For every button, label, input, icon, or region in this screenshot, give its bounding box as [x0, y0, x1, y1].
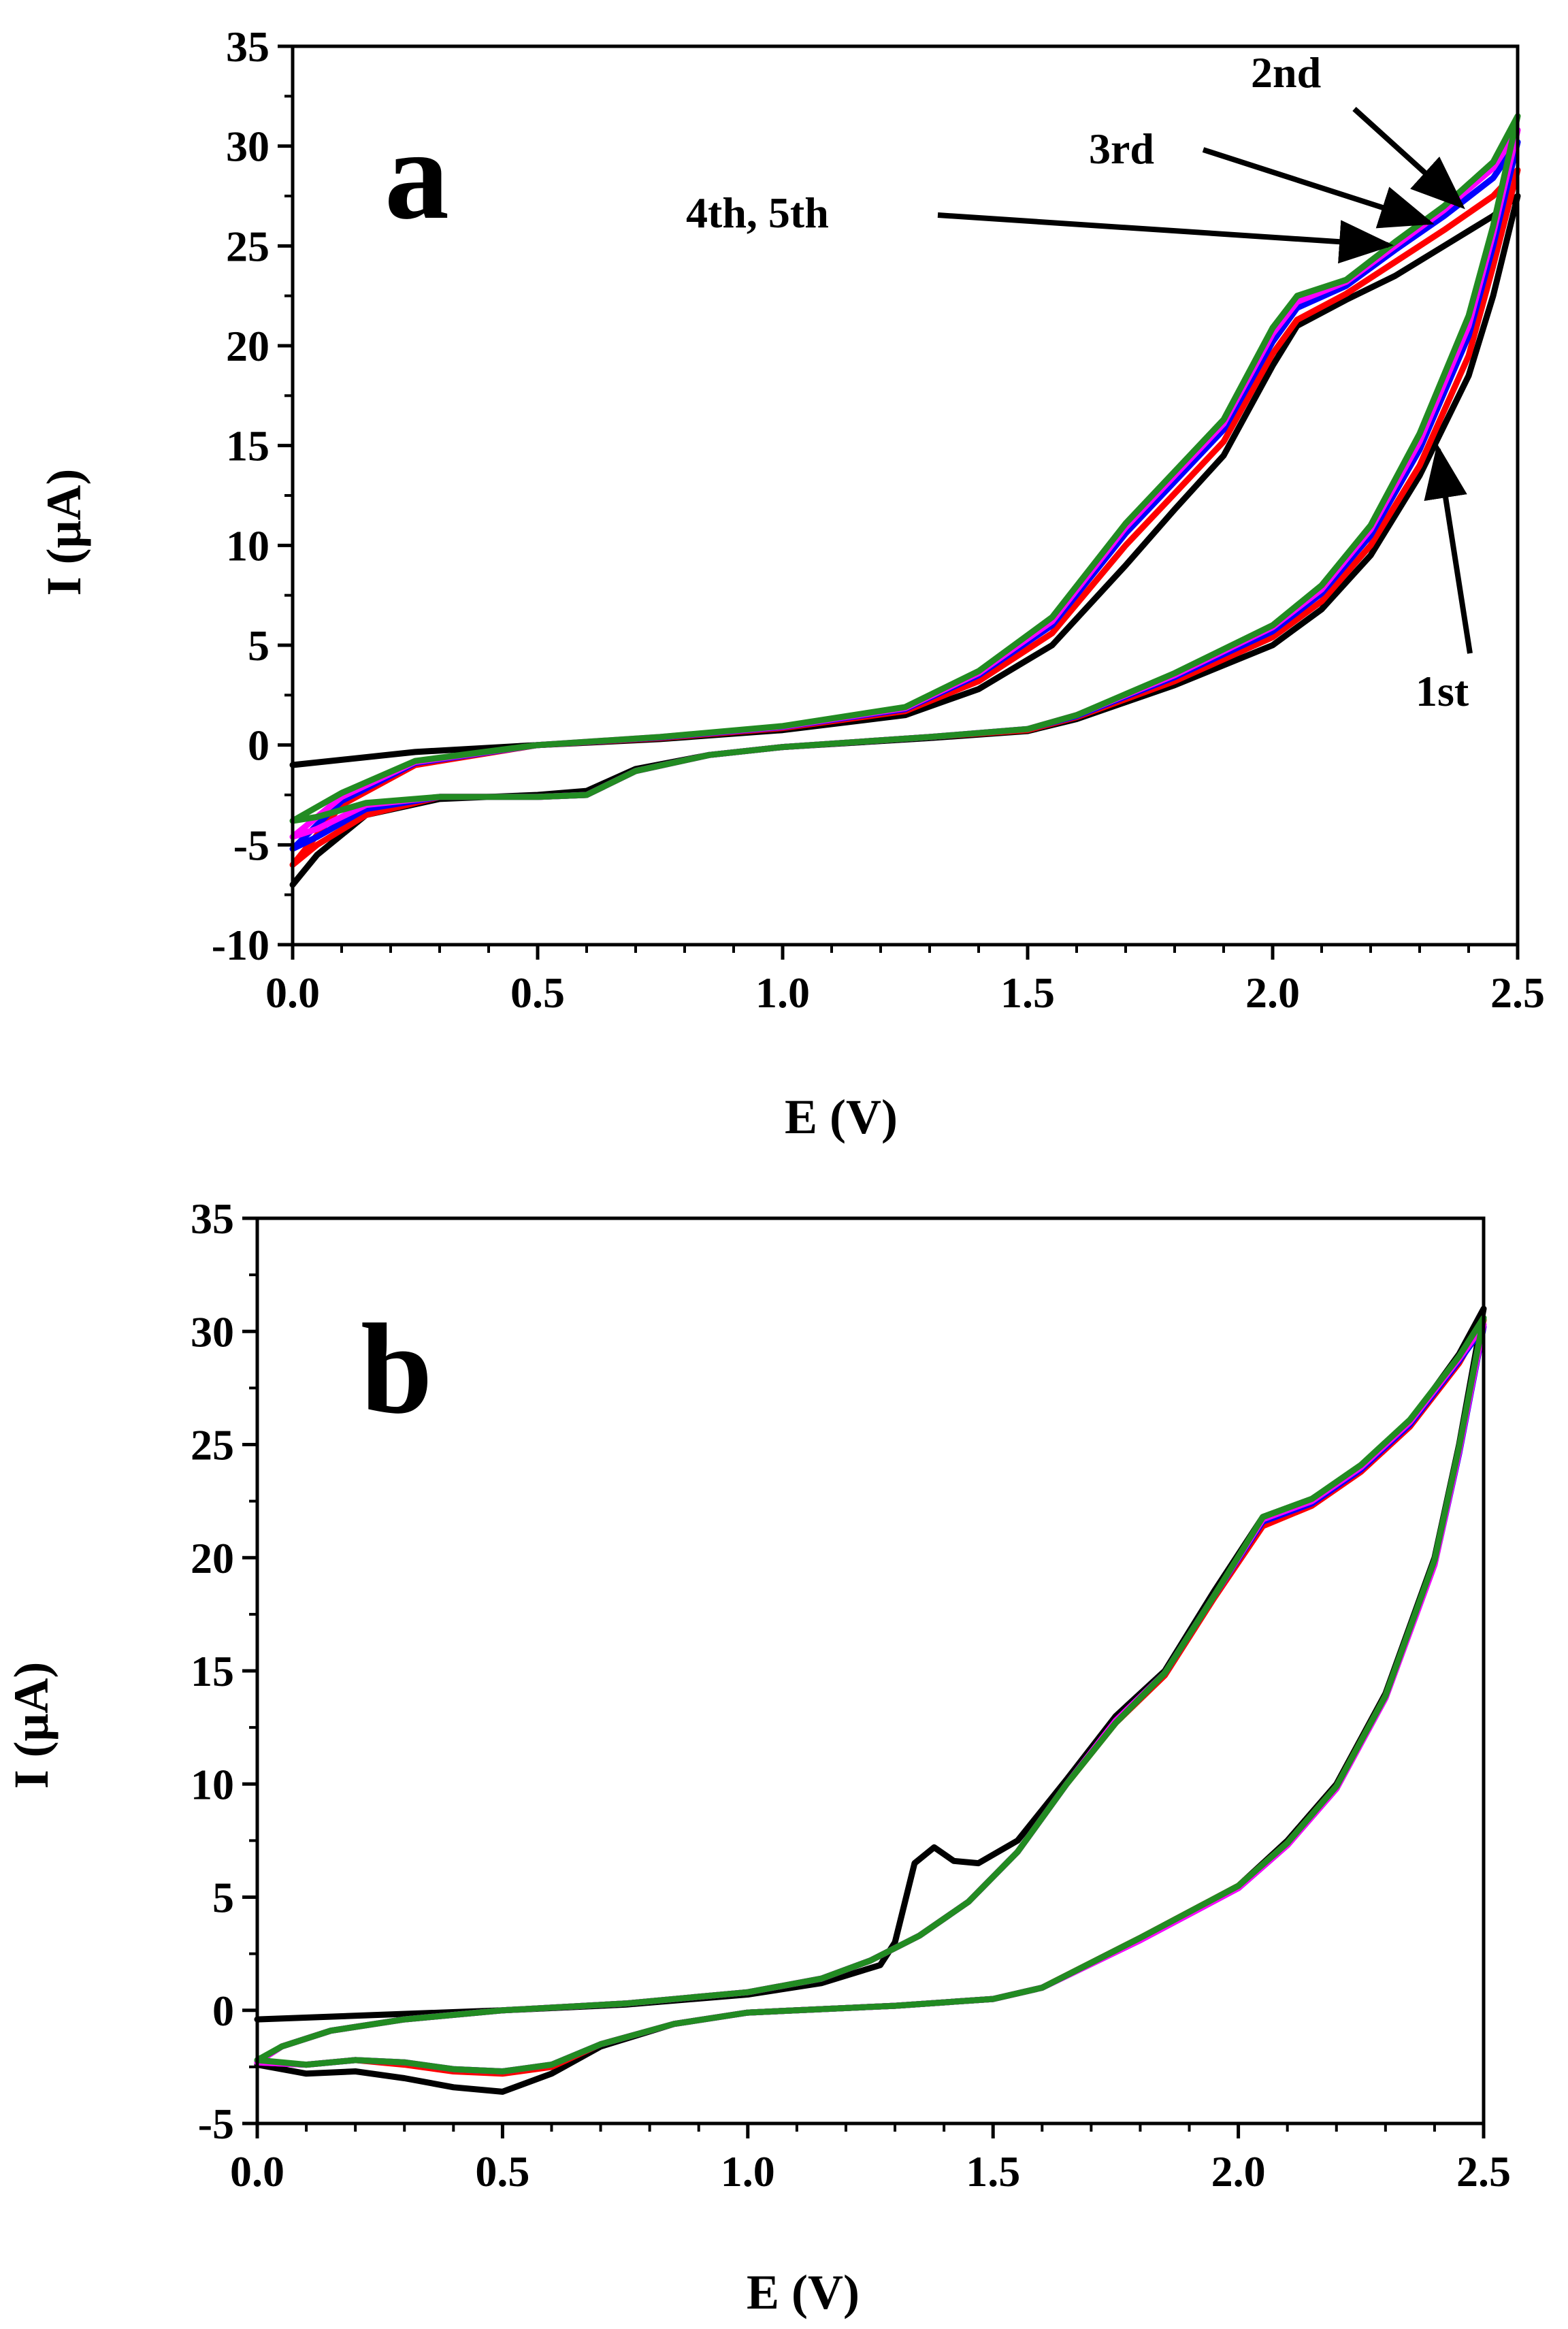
panel-b-curves	[254, 1305, 1487, 2095]
panel-b-letter: b	[361, 1298, 433, 1441]
y-tick-label: 0	[212, 1987, 234, 2035]
cv-curve-2nd-cycle	[289, 167, 1521, 868]
annotation-3rd-arrow	[1202, 147, 1435, 229]
panel-a-curves	[289, 113, 1521, 888]
annotation-2nd-label: 2nd	[1251, 48, 1321, 97]
y-tick-label: 25	[191, 1421, 234, 1469]
y-tick-label: 5	[248, 621, 270, 670]
annotation-3rd: 3rd	[1089, 125, 1435, 229]
y-tick-label: 10	[191, 1760, 234, 1808]
x-tick-label: 2.0	[1211, 2147, 1266, 2196]
cv-curve-1st-cycle	[254, 1305, 1487, 2095]
annotation-2nd-arrow	[1352, 107, 1465, 210]
y-tick-label: -5	[233, 821, 270, 869]
x-tick-label: 0.5	[510, 968, 565, 1017]
annotation-2nd: 2nd	[1251, 48, 1465, 210]
cv-curve-3rd-cycle	[289, 139, 1521, 852]
y-tick-label: 10	[226, 521, 270, 570]
annotation-1st: 1st	[1416, 444, 1473, 715]
panel-b-axes-ticks: 0.0 0.5 1.0 1.5 2.0 2.5 -5 0 5 10 15 20 25 30 35	[191, 1194, 1511, 2196]
annotation-1st-label: 1st	[1416, 667, 1469, 715]
y-tick-label: 15	[191, 1647, 234, 1695]
panel-b-plot-frame	[255, 1216, 1486, 2126]
y-tick-label: 0	[248, 721, 270, 770]
y-tick-label: 35	[226, 22, 270, 71]
panel-b-x-axis-label: E (V)	[747, 2265, 860, 2319]
x-tick-label: 1.5	[1000, 968, 1055, 1017]
y-tick-label: 5	[212, 1874, 234, 1922]
panel-a-axes-ticks: 0.0 0.5 1.0 1.5 2.0 2.5 -10 -5 0 5 10 15 20 25 30 35	[212, 22, 1545, 1017]
x-tick-label: 0.5	[475, 2147, 529, 2196]
panel-b: 0.0 0.5 1.0 1.5 2.0 2.5 -5 0 5 10 15 20 25 30 35 E (V)…	[4, 1194, 1511, 2319]
annotation-4th-5th-label: 4th, 5th	[686, 189, 829, 237]
x-tick-label: 1.5	[966, 2147, 1020, 2196]
panel-a-y-axis-label: I (μA)	[37, 469, 91, 596]
y-tick-label: -10	[212, 921, 270, 969]
x-tick-label: 0.0	[230, 2147, 284, 2196]
panel-a: 0.0 0.5 1.0 1.5 2.0 2.5 -10 -5 0 5 10 15 20 25 30 35 E …	[37, 22, 1545, 1144]
panel-b-y-axis-label: I (μA)	[4, 1662, 59, 1789]
y-tick-label: 35	[191, 1194, 234, 1243]
cv-curve-1st-cycle	[289, 193, 1521, 888]
x-tick-label: 1.0	[755, 968, 810, 1017]
y-tick-label: 20	[226, 322, 270, 370]
x-tick-label: 1.0	[721, 2147, 775, 2196]
annotation-4th-5th-arrow	[937, 212, 1394, 264]
cv-curve-5th-cycle	[289, 113, 1521, 824]
cv-curve-4th-cycle	[289, 127, 1521, 841]
x-tick-label: 2.5	[1456, 2147, 1511, 2196]
panel-a-plot-frame	[291, 44, 1520, 947]
y-tick-label: 20	[191, 1534, 234, 1582]
cv-curve-5th-cycle	[254, 1314, 1487, 2074]
y-tick-label: 30	[226, 123, 270, 171]
y-tick-label: 25	[226, 222, 270, 270]
y-tick-label: 15	[226, 422, 270, 470]
x-tick-label: 2.5	[1490, 968, 1545, 1017]
x-tick-label: 0.0	[265, 968, 320, 1017]
annotation-3rd-label: 3rd	[1089, 125, 1154, 173]
panel-a-x-axis-label: E (V)	[785, 1090, 898, 1144]
y-tick-label: -5	[198, 2100, 234, 2148]
x-tick-label: 2.0	[1245, 968, 1300, 1017]
annotation-4th-5th: 4th, 5th	[686, 189, 1394, 264]
panel-a-letter: a	[385, 103, 449, 246]
annotation-1st-arrow	[1424, 444, 1473, 654]
y-tick-label: 30	[191, 1307, 234, 1356]
